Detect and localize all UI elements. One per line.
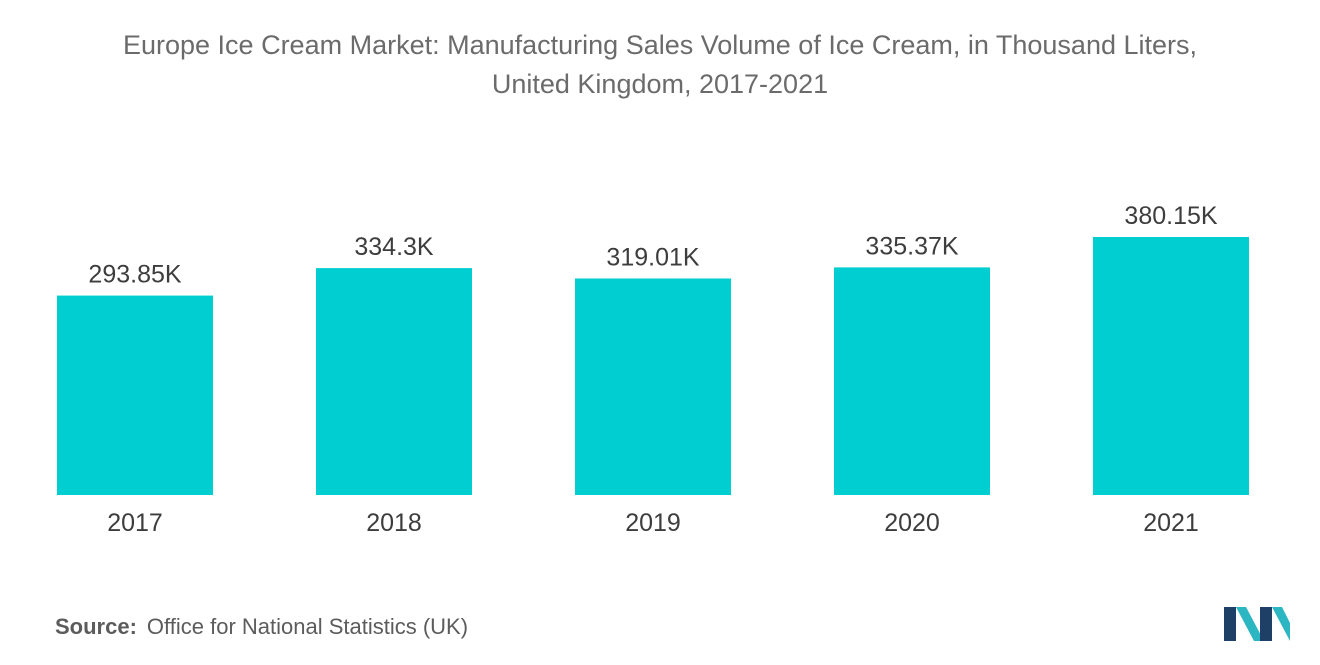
data-label-group: 293.85K 334.3K 319.01K 335.37K 380.15K: [88, 202, 1217, 289]
chart-title: Europe Ice Cream Market: Manufacturing S…: [20, 26, 1300, 104]
data-label-2021: 380.15K: [1124, 202, 1217, 230]
bar-2017: [57, 295, 213, 495]
mordor-intelligence-logo-icon: [1224, 607, 1290, 641]
data-label-2019: 319.01K: [606, 243, 699, 271]
bar-2021: [1093, 237, 1249, 495]
logo-shape-light-right: [1272, 607, 1290, 641]
bar-group: [57, 237, 1249, 495]
logo-shape-dark: [1224, 607, 1236, 641]
logo-shape-light: [1236, 607, 1264, 641]
x-tick-label-2021: 2021: [1143, 509, 1199, 537]
chart-title-line-1: Europe Ice Cream Market: Manufacturing S…: [122, 30, 1197, 60]
data-label-2020: 335.37K: [865, 232, 958, 260]
x-tick-label-2020: 2020: [884, 509, 940, 537]
source-note: Source: Office for National Statistics (U…: [55, 614, 468, 640]
x-tick-label-2018: 2018: [366, 509, 422, 537]
bar-2020: [834, 267, 990, 495]
x-tick-label-2017: 2017: [107, 509, 163, 537]
x-tick-label-2019: 2019: [625, 509, 681, 537]
logo-shape-dark-right: [1260, 607, 1272, 641]
data-label-2018: 334.3K: [354, 233, 434, 261]
source-text: Office for National Statistics (UK): [146, 614, 469, 639]
chart-title-line-2: United Kingdom, 2017-2021: [491, 69, 829, 99]
source-label: Source:: [55, 614, 137, 639]
data-label-2017: 293.85K: [88, 261, 181, 289]
bar-2019: [575, 278, 731, 495]
bar-2018: [316, 268, 472, 495]
x-axis-tick-group: 2017 2018 2019 2020 2021: [107, 509, 1199, 537]
